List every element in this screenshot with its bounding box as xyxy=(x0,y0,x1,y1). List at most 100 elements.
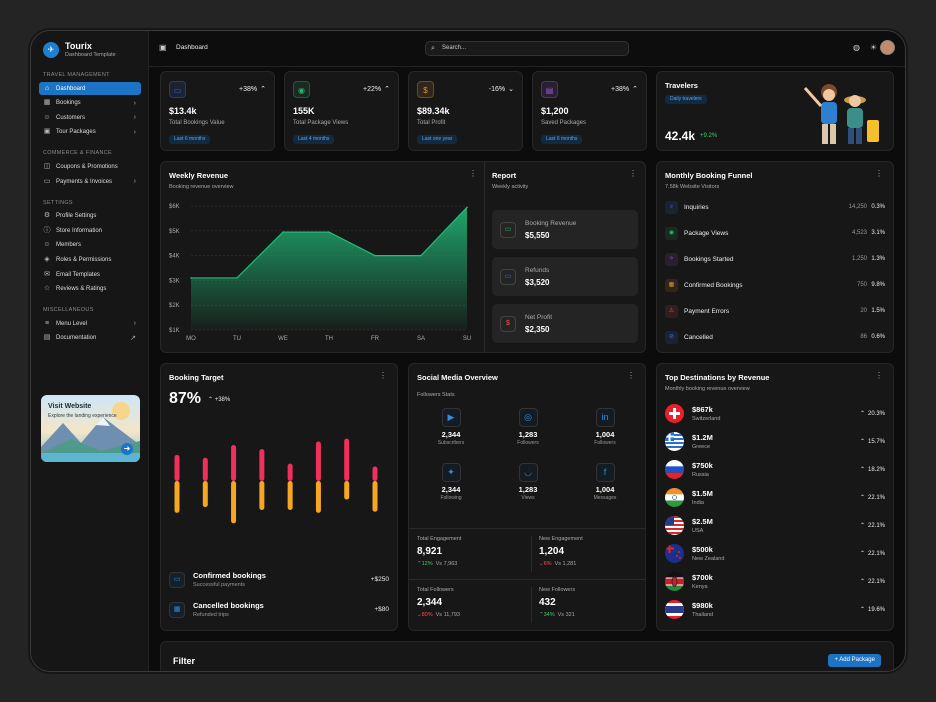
social-stat-label: Subscribers xyxy=(437,440,465,446)
chevron-up-icon: ⌃ xyxy=(859,523,865,529)
target-bar-top[interactable] xyxy=(315,441,321,481)
weekly-revenue-menu-icon[interactable]: ⋮ xyxy=(469,169,477,178)
destination-row[interactable]: $1.5M India ⌃ 22.1% xyxy=(665,488,885,510)
report-subtitle: Weekly activity xyxy=(492,184,529,190)
sidebar-item-payments-invoices[interactable]: ▭ Payments & Invoices › xyxy=(39,175,141,188)
sidebar-item-customers[interactable]: ☺ Customers › xyxy=(39,111,141,124)
thailand-flag-icon-graphic xyxy=(665,600,684,619)
sidebar-item-menu-level[interactable]: ≡ Menu Level › xyxy=(39,317,141,330)
report-item-value: $5,550 xyxy=(525,231,550,240)
social-stat[interactable]: f 1,004 Messages xyxy=(575,463,635,501)
destination-row[interactable]: $700k Kenya ⌃ 22.1% xyxy=(665,572,885,594)
target-bar-top[interactable] xyxy=(287,463,293,481)
destinations-menu-icon[interactable]: ⋮ xyxy=(875,371,883,380)
target-bar-top[interactable] xyxy=(231,445,237,481)
target-bar-bottom[interactable] xyxy=(315,481,321,513)
social-stat[interactable]: ▶ 2,344 Subscribers xyxy=(421,408,481,446)
social-summary-delta-value: 12% xyxy=(421,561,433,567)
target-bar-bottom[interactable] xyxy=(287,481,293,510)
brand[interactable]: ✈ Tourix Dashboard Template xyxy=(43,41,116,58)
social-menu-icon[interactable]: ⋮ xyxy=(627,371,635,380)
destination-row[interactable]: $750k Russia ⌃ 18.2% xyxy=(665,460,885,482)
sidebar-item-members[interactable]: ☺ Members xyxy=(39,239,141,252)
funnel-row[interactable]: ◉ Package Views 4,523 3.1% xyxy=(665,226,885,240)
social-stat[interactable]: ✦ 2,344 Following xyxy=(421,463,481,501)
search-input[interactable]: ⌕ Search... xyxy=(425,41,629,56)
target-row[interactable]: ▭ Confirmed bookings Successful payments +$… xyxy=(169,569,389,591)
target-bar-top[interactable] xyxy=(372,466,378,482)
arrow-right-icon[interactable]: ➜ xyxy=(121,443,133,455)
target-bar-bottom[interactable] xyxy=(174,481,180,513)
india-flag-icon xyxy=(665,488,684,507)
y-tick-label: $2K xyxy=(169,303,180,309)
social-stat[interactable]: ◎ 1,283 Followers xyxy=(498,408,558,446)
sidebar-item-profile-settings[interactable]: ⚙ Profile Settings xyxy=(39,210,141,223)
revenue-point[interactable] xyxy=(466,206,468,209)
usa-flag-icon xyxy=(665,516,684,535)
target-bar-bottom[interactable] xyxy=(202,481,208,508)
sidebar-toggle-icon[interactable]: ▣ xyxy=(159,43,167,52)
report-item-value: $3,520 xyxy=(525,278,550,287)
sidebar-item-tour-packages[interactable]: ▣ Tour Packages › xyxy=(39,126,141,139)
target-bar-top[interactable] xyxy=(259,449,265,481)
target-bar-bottom[interactable] xyxy=(231,481,237,524)
destinations-title: Top Destinations by Revenue xyxy=(665,373,770,382)
add-package-button[interactable]: + Add Package xyxy=(828,654,881,667)
sidebar-item-coupons-promotions[interactable]: ◫ Coupons & Promotions xyxy=(39,160,141,173)
destination-row[interactable]: $2.5M USA ⌃ 22.1% xyxy=(665,516,885,538)
theme-toggle-icon[interactable]: ☀ xyxy=(869,43,877,52)
sidebar-item-email-templates[interactable]: ✉ Email Templates xyxy=(39,268,141,281)
social-stat[interactable]: in 1,004 Followers xyxy=(575,408,635,446)
kpi-card: $ -16% ⌄ $89.34k Total Profit Last one year xyxy=(408,71,523,151)
revenue-point[interactable] xyxy=(236,277,238,279)
target-bar-top[interactable] xyxy=(202,457,208,481)
funnel-count: 750 xyxy=(856,282,867,288)
sidebar-item-roles-permissions[interactable]: ◈ Roles & Permissions xyxy=(39,253,141,266)
report-item[interactable]: ▭ Refunds $3,520 xyxy=(492,257,638,296)
revenue-point[interactable] xyxy=(282,231,284,233)
sidebar-item-bookings[interactable]: ▦ Bookings › xyxy=(39,97,141,110)
sidebar-item-dashboard[interactable]: ⌂ Dashboard xyxy=(39,82,141,95)
funnel-row[interactable]: ▦ Confirmed Bookings 750 9.8% xyxy=(665,278,885,292)
funnel-menu-icon[interactable]: ⋮ xyxy=(875,169,883,178)
target-bar-top[interactable] xyxy=(344,438,350,481)
kpi-change-value: -16% xyxy=(488,86,506,93)
booking-target-menu-icon[interactable]: ⋮ xyxy=(379,371,387,380)
social-summary-vs: Vs 1,281 xyxy=(554,561,577,567)
destination-name: India xyxy=(692,500,704,506)
target-bar-bottom[interactable] xyxy=(259,481,265,510)
target-row[interactable]: ▦ Cancelled bookings Refunded trips +$80 xyxy=(169,599,389,621)
destination-row[interactable]: $980k Thailand ⌃ 19.6% xyxy=(665,600,885,622)
report-menu-icon[interactable]: ⋮ xyxy=(629,169,637,178)
target-bar-bottom[interactable] xyxy=(344,481,350,500)
funnel-row[interactable]: ✧ Bookings Started 1,250 1.3% xyxy=(665,252,885,266)
revenue-point[interactable] xyxy=(328,231,330,233)
funnel-label: Inquiries xyxy=(684,203,709,211)
social-icon-glyph: ◡ xyxy=(524,467,532,477)
funnel-row[interactable]: ⌕ Inquiries 14,250 0.3% xyxy=(665,200,885,214)
visit-website-card[interactable]: Visit Website Explore the landing experi… xyxy=(41,395,140,462)
report-item[interactable]: $ Net Profit $2,350 xyxy=(492,304,638,343)
divider xyxy=(484,162,485,352)
destination-row[interactable]: $867k Switzerland ⌃ 20.3% xyxy=(665,404,885,426)
destination-row[interactable]: $1.2M Greece ⌃ 15.7% xyxy=(665,432,885,454)
social-stat[interactable]: ◡ 1,283 Views xyxy=(498,463,558,501)
funnel-row[interactable]: ⊘ Cancelled 86 0.6% xyxy=(665,330,885,344)
sidebar-item-store-information[interactable]: ⓘ Store Information xyxy=(39,224,141,237)
sidebar-item-documentation[interactable]: ▤ Documentation ↗ xyxy=(39,332,141,345)
revenue-point[interactable] xyxy=(420,254,422,257)
layers-icon: ≡ xyxy=(44,319,50,327)
youtube-icon: ▶ xyxy=(441,408,461,427)
report-item[interactable]: ▭ Booking Revenue $5,550 xyxy=(492,210,638,249)
target-bar-bottom[interactable] xyxy=(372,481,378,512)
revenue-point[interactable] xyxy=(374,254,376,257)
user-avatar[interactable] xyxy=(880,40,895,55)
kpi-value: $13.4k xyxy=(169,106,197,116)
destination-row[interactable]: $500k New Zealand ⌃ 22.1% xyxy=(665,544,885,566)
palette-icon[interactable]: ◍ xyxy=(853,43,860,52)
funnel-row[interactable]: ⚠ Payment Errors 20 1.5% xyxy=(665,304,885,318)
sidebar-item-reviews-ratings[interactable]: ☆ Reviews & Ratings xyxy=(39,283,141,296)
revenue-point[interactable] xyxy=(190,277,192,279)
nav-section-title: MISCELLANEOUS xyxy=(43,307,94,314)
target-bar-top[interactable] xyxy=(174,454,180,481)
